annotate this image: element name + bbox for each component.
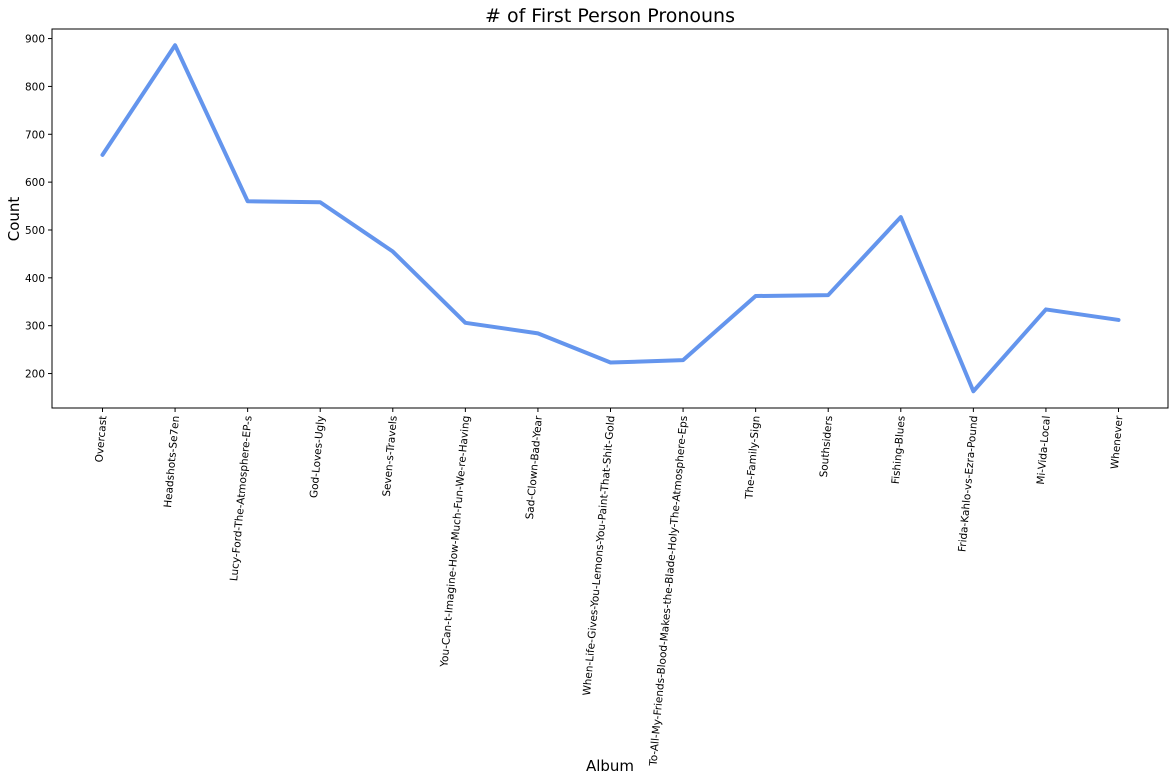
- y-tick-label: 300: [25, 321, 45, 333]
- y-tick-label: 600: [25, 177, 45, 189]
- y-tick-label: 900: [25, 34, 45, 46]
- series-line: [100, 43, 1121, 394]
- y-tick-label: 800: [25, 81, 45, 93]
- x-tick-label: When-Life-Gives-You-Lemons-You-Paint-Tha…: [581, 415, 617, 696]
- y-axis: 200 300 400 500 600 700 800 900: [25, 34, 52, 381]
- y-tick-label: 400: [25, 273, 45, 285]
- x-tick-label: You-Can-t-Imagine-How-Much-Fun-We-re-Hav…: [438, 415, 472, 668]
- x-tick-label: The-Family-Sign: [743, 415, 762, 500]
- x-tick-label: Frida-Kahlo-vs-Ezra-Pound: [956, 415, 980, 552]
- x-tick-label: Seven-s-Travels: [381, 415, 400, 497]
- x-axis: Overcast Headshots-Se7en Lucy-Ford-The-Atm…: [93, 408, 1126, 767]
- x-tick-label: Southsiders: [818, 415, 835, 478]
- chart-title: # of First Person Pronouns: [485, 5, 735, 27]
- x-tick-label: Headshots-Se7en: [162, 415, 182, 508]
- x-tick-label: Sad-Clown-Bad-Year: [524, 415, 545, 520]
- x-axis-label: Album: [586, 757, 634, 775]
- y-axis-label: Count: [5, 197, 23, 242]
- x-tick-label: Lucy-Ford-The-Atmosphere-EP-s: [228, 415, 254, 581]
- x-tick-label: Whenever: [1109, 415, 1126, 470]
- x-tick-label: Fishing-Blues: [890, 415, 908, 484]
- y-tick-label: 700: [25, 129, 45, 141]
- x-tick-label: To-All-My-Friends-Blood-Makes-the-Blade-…: [647, 415, 690, 767]
- y-tick-label: 500: [25, 225, 45, 237]
- x-tick-label: God-Loves-Ugly: [308, 415, 327, 498]
- x-tick-label: Mi-Vida-Local: [1035, 415, 1053, 485]
- plot-area: [51, 28, 1169, 409]
- y-tick-label: 200: [25, 369, 45, 381]
- x-tick-label: Overcast: [93, 415, 109, 463]
